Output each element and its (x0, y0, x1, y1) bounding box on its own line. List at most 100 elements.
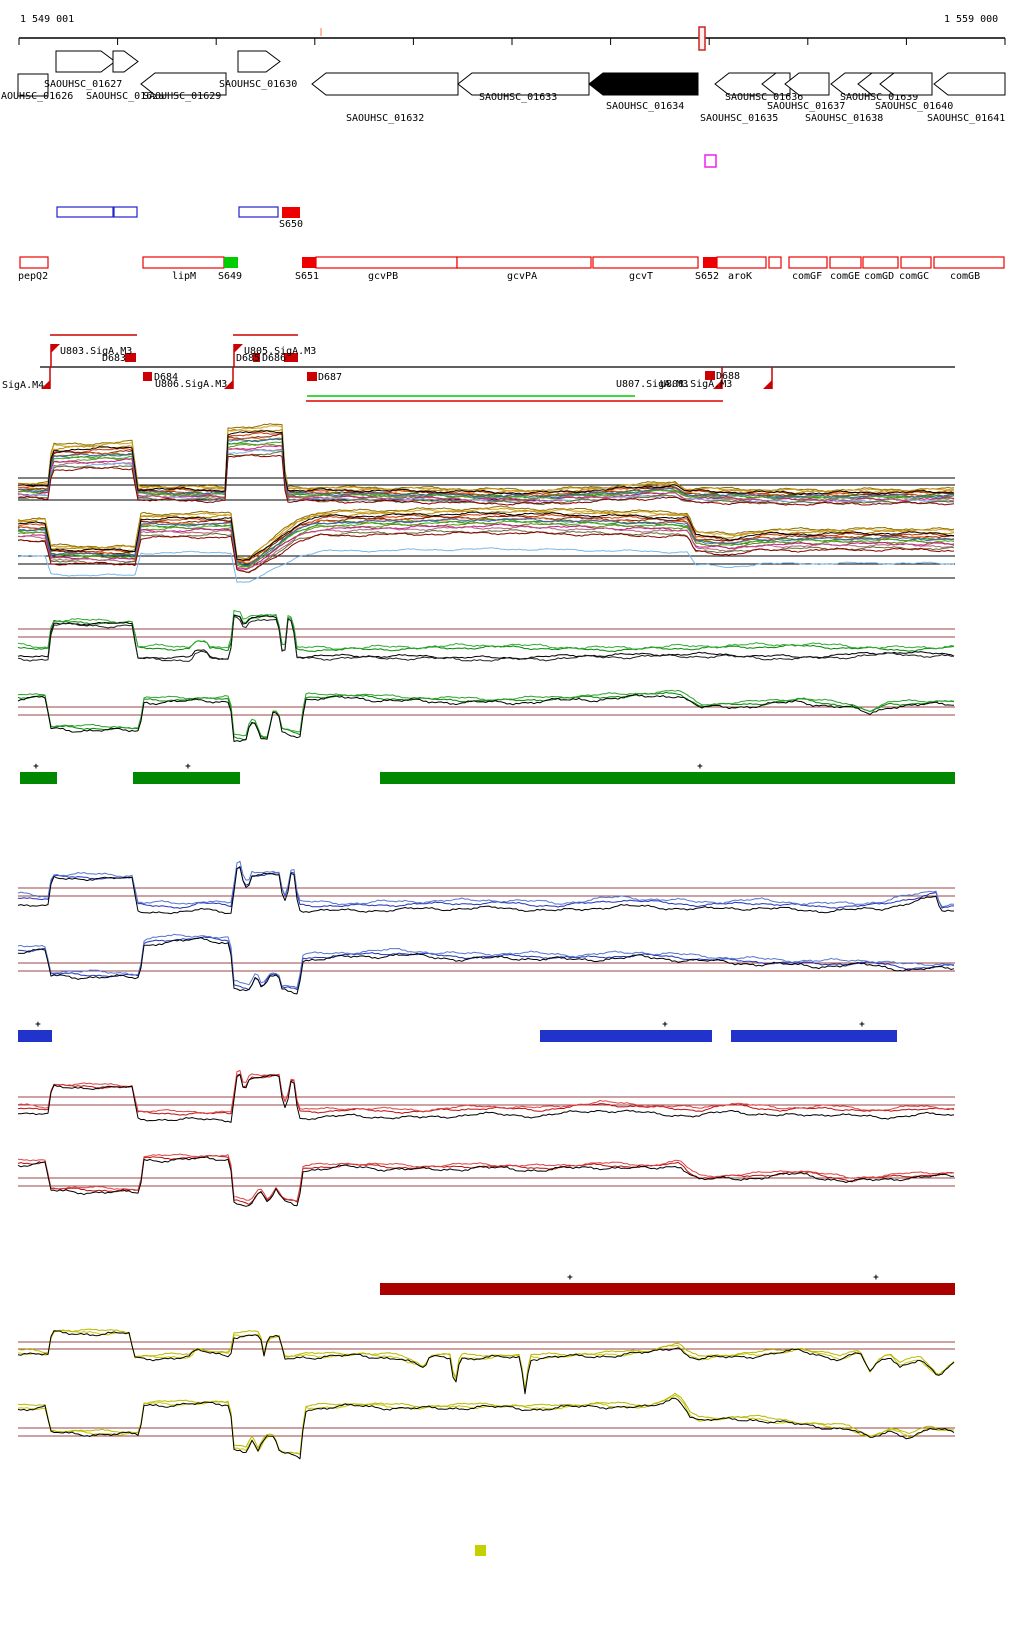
gene-arrow[interactable] (588, 72, 699, 96)
feature-label: gcvPB (368, 271, 398, 282)
feature-box[interactable] (302, 257, 316, 268)
coverage-panel-p4 (17, 689, 955, 742)
coverage-trace (17, 936, 955, 995)
gene-arrow[interactable] (237, 50, 281, 73)
feature-box[interactable] (224, 257, 238, 268)
enriched-region-bar[interactable] (380, 1283, 955, 1295)
gene-arrow[interactable] (784, 72, 830, 96)
feature-box[interactable] (142, 256, 225, 269)
gene-label: SAOUHSC_01641 (927, 113, 1005, 124)
promoter-flag-pennant[interactable] (234, 344, 243, 353)
gene-arrow[interactable] (140, 72, 227, 96)
coverage-trace (18, 1153, 955, 1202)
gene-arrow[interactable] (311, 72, 459, 96)
promoter-label: D686 (262, 353, 286, 364)
feature-box[interactable] (768, 256, 782, 269)
gene-arrow[interactable] (55, 50, 116, 73)
promoter-label: D685 (236, 353, 260, 364)
gene-label: SAOUHSC_01636 (725, 92, 803, 103)
promoter-flag-pennant[interactable] (713, 380, 722, 389)
gene-arrow[interactable] (933, 72, 1006, 96)
feature-track: pepQ2 lipM S649 S651 gcvPB gcvPA gcvT S652 aroK c… (18, 256, 1005, 282)
coverage-panel-p3 (17, 609, 955, 662)
promoter-label: U803.SigA.M3 (60, 346, 132, 357)
promoter-track: U803.SigA.M3 U805.SigA.M3 SigA.M4 U806.SigA… (2, 334, 955, 402)
coverage-trace (17, 423, 955, 493)
gene-label: SAOUHSC_01627 (44, 79, 122, 90)
ruler-end-coordinate: 1 559 000 (944, 14, 998, 25)
strand-plus-mark: + (662, 1020, 668, 1030)
coverage-trace (17, 425, 955, 493)
feature-box[interactable] (703, 257, 717, 268)
feature-label: S652 (695, 271, 719, 282)
operon-box[interactable] (238, 206, 279, 218)
promoter-flag-pennant[interactable] (763, 380, 772, 389)
feature-box[interactable] (315, 256, 458, 269)
yellow-marker-square[interactable] (475, 1545, 486, 1556)
enriched-region-bar[interactable] (731, 1030, 897, 1042)
operon-box[interactable] (113, 206, 138, 218)
terminator-box[interactable] (143, 372, 152, 381)
feature-label: comGD (864, 271, 894, 282)
promoter-flag-pennant[interactable] (51, 344, 60, 353)
feature-box[interactable] (900, 256, 932, 269)
terminator-box[interactable] (307, 372, 317, 381)
promoter-label: U808.SigA.M3 (660, 379, 732, 390)
promoter-flag-pennant[interactable] (41, 380, 50, 389)
magenta-selection-box[interactable] (704, 154, 717, 168)
coverage-trace (17, 867, 954, 915)
coverage-trace (17, 616, 955, 662)
gene-label: SAOUHSC_01640 (875, 101, 953, 112)
coverage-panel-p7 (17, 1070, 955, 1123)
feature-box[interactable] (788, 256, 828, 269)
feature-label: comGF (792, 271, 822, 282)
feature-box[interactable] (829, 256, 862, 269)
srna-box[interactable] (282, 207, 300, 218)
feature-label: pepQ2 (18, 271, 48, 282)
coverage-trace (17, 1394, 955, 1455)
coverage-trace (17, 507, 954, 561)
coverage-trace (17, 865, 954, 909)
terminator-box[interactable] (253, 353, 260, 362)
enriched-region-bar[interactable] (133, 772, 240, 784)
gene-arrow[interactable] (17, 73, 49, 97)
terminator-box[interactable] (125, 353, 136, 362)
feature-box[interactable] (933, 256, 1005, 269)
strand-plus-mark: + (185, 762, 191, 772)
feature-label: lipM (172, 271, 196, 282)
feature-label: comGB (950, 271, 980, 282)
gene-arrow[interactable] (112, 50, 139, 73)
enriched-region-bar[interactable] (18, 1030, 52, 1042)
operon-box[interactable] (56, 206, 114, 218)
coverage-trace (17, 523, 955, 571)
position-marker[interactable] (698, 26, 706, 51)
coverage-trace (17, 1073, 955, 1116)
coverage-panel-p1 (17, 423, 955, 506)
gene-label: SAOUHSC_01629 (143, 91, 221, 102)
feature-label: gcvPA (507, 271, 537, 282)
coverage-trace (17, 547, 955, 583)
promoter-label: SigA.M4 (2, 380, 44, 391)
feature-label: S649 (218, 271, 242, 282)
feature-box[interactable] (862, 256, 899, 269)
promoter-flag-pennant[interactable] (224, 380, 233, 389)
feature-box[interactable] (716, 256, 767, 269)
feature-box[interactable] (19, 256, 49, 269)
strand-plus-mark: + (567, 1273, 573, 1283)
gene-arrow[interactable] (879, 72, 933, 96)
coverage-panel-p8 (17, 1153, 955, 1207)
terminator-box[interactable] (705, 371, 715, 380)
feature-label: gcvT (629, 271, 653, 282)
coverage-trace (17, 428, 955, 494)
coverage-trace (17, 933, 955, 989)
enriched-region-bar[interactable] (20, 772, 57, 784)
enriched-region-bar[interactable] (540, 1030, 712, 1042)
terminator-box[interactable] (284, 353, 298, 362)
coverage-trace (17, 517, 955, 566)
enriched-region-bar[interactable] (380, 772, 955, 784)
feature-box[interactable] (456, 256, 592, 269)
feature-label: comGC (899, 271, 929, 282)
strand-plus-mark: + (33, 762, 39, 772)
feature-box[interactable] (592, 256, 699, 269)
